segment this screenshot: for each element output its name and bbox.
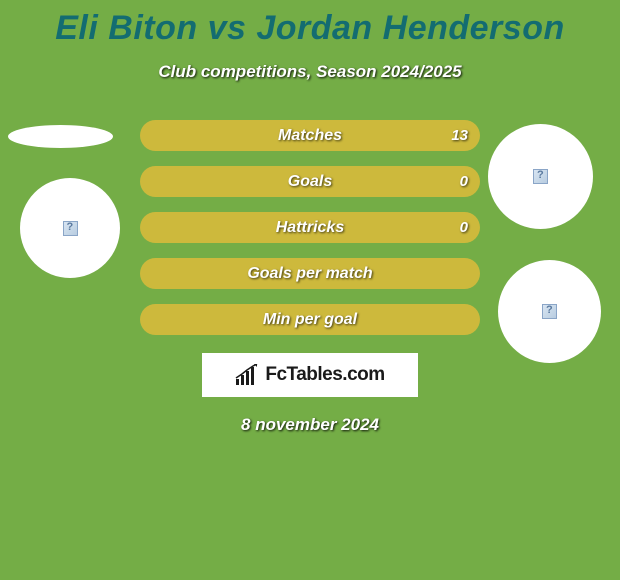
brand-text: FcTables.com	[265, 364, 384, 386]
stat-label: Matches	[278, 127, 342, 145]
stat-row: Goals 0	[140, 166, 480, 197]
date-text: 8 november 2024	[241, 415, 379, 435]
stat-row: Hattricks 0	[140, 212, 480, 243]
bar-chart-icon	[235, 364, 259, 386]
decoration-ellipse-top-left	[8, 125, 113, 148]
stat-value-right: 13	[451, 127, 468, 144]
stat-label: Min per goal	[263, 311, 357, 329]
page-subtitle: Club competitions, Season 2024/2025	[158, 62, 461, 82]
page-title: Eli Biton vs Jordan Henderson	[55, 9, 564, 48]
player-avatar-left	[20, 178, 120, 278]
placeholder-image-icon	[542, 304, 557, 319]
player-avatar-right-1	[488, 124, 593, 229]
stat-label: Goals	[288, 173, 332, 191]
stat-label: Goals per match	[247, 265, 372, 283]
placeholder-image-icon	[63, 221, 78, 236]
stat-label: Hattricks	[276, 219, 344, 237]
player-avatar-right-2	[498, 260, 601, 363]
stat-value-right: 0	[460, 173, 468, 190]
stat-row: Matches 13	[140, 120, 480, 151]
stat-value-right: 0	[460, 219, 468, 236]
stats-list: Matches 13 Goals 0 Hattricks 0 Goals per match…	[140, 120, 480, 335]
placeholder-image-icon	[533, 169, 548, 184]
brand-box[interactable]: FcTables.com	[202, 353, 418, 397]
stat-row: Goals per match	[140, 258, 480, 289]
stat-row: Min per goal	[140, 304, 480, 335]
